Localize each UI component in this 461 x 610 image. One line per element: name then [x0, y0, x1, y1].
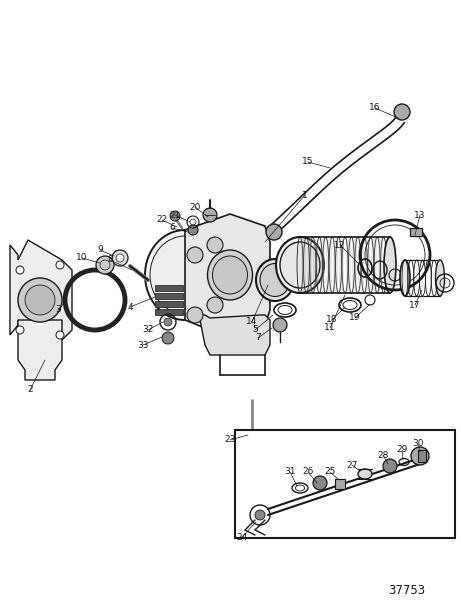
Bar [155, 293, 183, 299]
Circle shape [18, 278, 62, 322]
Ellipse shape [280, 242, 320, 288]
Text: 20: 20 [189, 203, 201, 212]
Circle shape [203, 208, 217, 222]
Circle shape [266, 224, 282, 240]
Circle shape [187, 307, 203, 323]
Text: 1: 1 [302, 190, 308, 199]
Ellipse shape [213, 256, 248, 294]
Ellipse shape [145, 230, 225, 320]
Circle shape [207, 297, 223, 313]
Circle shape [170, 211, 180, 221]
Text: 16: 16 [369, 104, 381, 112]
Circle shape [207, 237, 223, 253]
Text: 28: 28 [377, 451, 389, 459]
Polygon shape [10, 240, 72, 340]
Text: 6: 6 [169, 223, 175, 232]
Text: 5: 5 [252, 326, 258, 334]
Text: 14: 14 [246, 317, 258, 326]
Circle shape [16, 326, 24, 334]
Bar [410, 228, 422, 236]
Circle shape [188, 225, 198, 235]
Text: 2: 2 [27, 386, 33, 395]
Circle shape [244, 452, 260, 468]
Circle shape [16, 266, 24, 274]
Text: 25: 25 [324, 467, 336, 476]
Text: 15: 15 [302, 157, 314, 167]
Text: 30: 30 [412, 439, 424, 448]
Bar [235, 430, 455, 538]
Bar [418, 450, 426, 462]
Circle shape [56, 261, 64, 269]
Ellipse shape [436, 260, 444, 296]
Bar [155, 301, 183, 307]
Text: 17: 17 [409, 301, 421, 309]
Text: 29: 29 [396, 445, 408, 454]
Text: 7: 7 [255, 334, 261, 342]
Circle shape [112, 250, 128, 266]
Text: 12: 12 [334, 240, 346, 249]
Text: 24: 24 [236, 533, 248, 542]
Ellipse shape [400, 260, 410, 296]
Bar [155, 285, 183, 291]
Polygon shape [185, 214, 270, 338]
Polygon shape [200, 315, 270, 355]
Ellipse shape [276, 237, 324, 293]
Ellipse shape [150, 236, 220, 314]
Text: 37753: 37753 [388, 584, 425, 597]
Ellipse shape [207, 250, 253, 300]
Circle shape [56, 331, 64, 339]
Text: 19: 19 [349, 314, 361, 323]
Text: 13: 13 [414, 210, 426, 220]
Circle shape [164, 318, 172, 326]
Ellipse shape [260, 264, 290, 296]
Text: 18: 18 [326, 315, 338, 325]
Circle shape [96, 256, 114, 274]
Circle shape [25, 285, 55, 315]
Text: 32: 32 [142, 326, 154, 334]
Ellipse shape [358, 469, 372, 479]
Text: 31: 31 [284, 467, 296, 476]
Bar [155, 309, 183, 315]
Text: 9: 9 [97, 245, 103, 254]
Polygon shape [18, 320, 62, 380]
Circle shape [162, 332, 174, 344]
Text: 4: 4 [127, 303, 133, 312]
Text: 33: 33 [137, 340, 149, 350]
Circle shape [255, 510, 265, 520]
Ellipse shape [384, 237, 396, 293]
Text: 11: 11 [324, 323, 336, 332]
Text: 26: 26 [302, 467, 313, 476]
Circle shape [394, 104, 410, 120]
Circle shape [313, 476, 327, 490]
Text: 21: 21 [169, 210, 181, 220]
Ellipse shape [256, 259, 294, 301]
Text: 27: 27 [346, 461, 358, 470]
Text: 23: 23 [225, 436, 236, 445]
Circle shape [411, 447, 429, 465]
Circle shape [187, 247, 203, 263]
Bar [335, 479, 345, 489]
Text: 8: 8 [107, 256, 113, 265]
Text: 3: 3 [55, 306, 61, 315]
Circle shape [273, 318, 287, 332]
Text: 22: 22 [156, 215, 168, 224]
Text: 10: 10 [76, 254, 88, 262]
Circle shape [383, 459, 397, 473]
Circle shape [116, 254, 124, 262]
